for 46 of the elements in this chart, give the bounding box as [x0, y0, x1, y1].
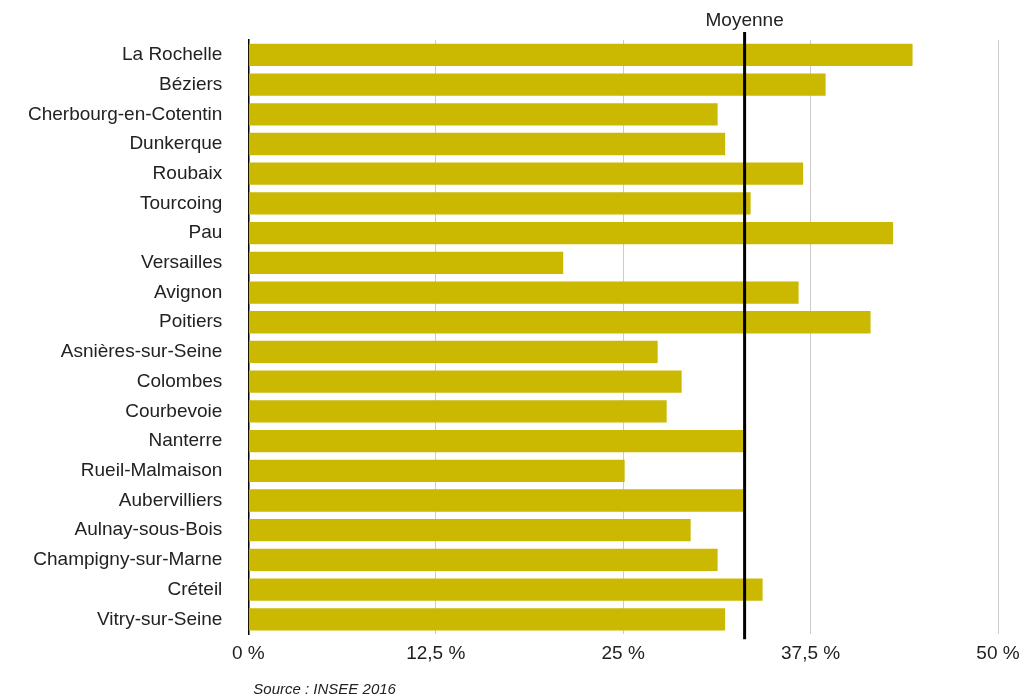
y-tick-label: Cherbourg-en-Cotentin — [27, 102, 223, 124]
y-tick-label: Pau — [188, 221, 223, 243]
bar — [248, 73, 826, 96]
y-tick-label: Roubaix — [152, 161, 223, 183]
y-tick-label: Dunkerque — [129, 132, 223, 154]
x-tick-label: 25 % — [601, 641, 645, 663]
y-tick-label: Aubervilliers — [118, 488, 223, 510]
y-tick-label: Poitiers — [158, 310, 223, 332]
bar — [248, 103, 718, 126]
source-note: Source : INSEE 2016 — [253, 679, 397, 697]
bar — [248, 43, 913, 66]
y-tick-label: Courbevoie — [125, 399, 223, 421]
bar — [248, 281, 799, 304]
bar — [248, 519, 691, 542]
bar — [248, 311, 871, 334]
bar — [248, 548, 718, 572]
bar — [248, 340, 658, 364]
y-tick-label: Vitry-sur-Seine — [97, 607, 223, 629]
bar — [248, 578, 763, 601]
bar — [248, 489, 744, 512]
y-tick-label: Colombes — [136, 369, 223, 391]
bar — [248, 400, 667, 423]
x-tick-label: 37,5 % — [781, 641, 841, 663]
bar — [248, 132, 726, 156]
y-tick-label: Champigny-sur-Marne — [33, 548, 223, 570]
bar — [248, 370, 682, 393]
y-tick-label: Avignon — [154, 280, 223, 302]
x-tick-label: 12,5 % — [406, 641, 466, 663]
y-tick-label: Tourcoing — [139, 191, 223, 213]
bar — [248, 221, 894, 245]
y-tick-label: Créteil — [167, 577, 223, 599]
x-tick-label: 0 % — [231, 641, 265, 663]
y-tick-label: Nanterre — [148, 429, 223, 451]
y-tick-label: Versailles — [141, 251, 223, 273]
y-tick-label: La Rochelle — [121, 43, 223, 65]
bar — [248, 192, 751, 215]
bar — [248, 608, 726, 631]
x-tick-label: 50 % — [976, 641, 1020, 663]
ref-line-label: Moyenne — [705, 8, 784, 30]
y-tick-label: Aulnay-sous-Bois — [74, 518, 223, 540]
bar — [248, 459, 625, 482]
y-tick-label: Béziers — [158, 72, 223, 94]
y-tick-label: Asnières-sur-Seine — [60, 340, 223, 362]
bar — [248, 251, 564, 274]
bar — [248, 162, 804, 185]
y-tick-label: Rueil-Malmaison — [80, 459, 223, 481]
